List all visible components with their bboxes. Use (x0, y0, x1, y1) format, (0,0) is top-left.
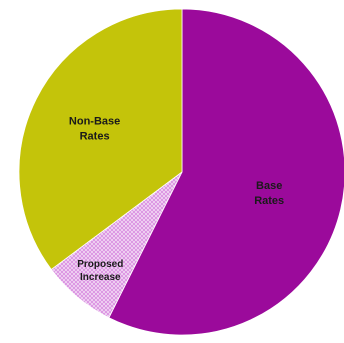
pie-slice-labels: Base Rates Proposed Increase Non-Base Rates (69, 116, 284, 283)
pie-slice-base-rates (108, 8, 344, 336)
pie-slice-label: Proposed Increase (77, 259, 123, 283)
pie-slices (18, 8, 344, 336)
pie-slice-non-base-rates (18, 8, 183, 271)
pie-slice-label: Base Rates (254, 180, 284, 207)
pie-slice-label: Non-Base Rates (69, 116, 120, 143)
